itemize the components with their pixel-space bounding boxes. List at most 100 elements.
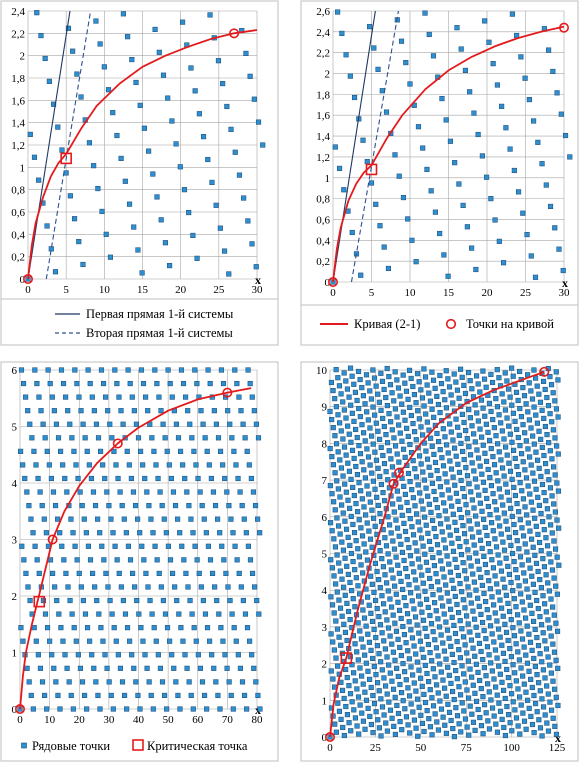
- y-tick-label: 1: [325, 173, 331, 185]
- lattice-point: [376, 399, 382, 405]
- lattice-point: [90, 489, 97, 495]
- lattice-point: [87, 638, 93, 644]
- lattice-point: [56, 611, 62, 617]
- lattice-point: [90, 570, 96, 576]
- lattice-point: [353, 463, 359, 470]
- lattice-point: [469, 386, 475, 392]
- lattice-point: [434, 430, 440, 437]
- lattice-point: [403, 565, 409, 572]
- lattice-point: [161, 516, 167, 522]
- lattice-point: [453, 490, 459, 496]
- lattice-point: [442, 722, 448, 728]
- lattice-point: [515, 723, 521, 729]
- lattice-point: [493, 470, 499, 476]
- lattice-point: [353, 538, 359, 544]
- lattice-point: [528, 253, 534, 259]
- lattice-point: [469, 674, 475, 680]
- curve-point: [222, 387, 233, 398]
- lattice-point: [394, 665, 400, 671]
- lattice-point: [82, 611, 89, 617]
- lattice-point: [409, 561, 415, 567]
- lattice-point: [340, 724, 346, 731]
- lattice-point: [119, 679, 126, 685]
- lattice-point: [535, 139, 541, 145]
- lattice-point: [168, 475, 174, 482]
- lattice-point: [352, 567, 358, 573]
- dashed-line: [350, 10, 399, 283]
- lattice-point: [402, 669, 408, 675]
- lattice-point: [237, 665, 243, 671]
- lattice-point: [144, 665, 150, 671]
- lattice-point: [352, 678, 358, 684]
- lattice-point: [403, 714, 410, 720]
- lattice-point: [446, 598, 452, 604]
- lattice-point: [105, 408, 111, 414]
- x-tick-label: 75: [461, 742, 473, 754]
- lattice-point: [556, 525, 562, 531]
- lattice-point: [548, 382, 555, 388]
- lattice-point: [519, 525, 525, 531]
- lattice-point: [350, 484, 356, 491]
- lattice-point: [453, 667, 459, 674]
- lattice-point: [18, 625, 24, 631]
- lattice-point: [398, 690, 405, 696]
- lattice-point: [74, 380, 80, 387]
- lattice-point: [349, 587, 355, 594]
- lattice-point: [34, 380, 40, 387]
- lattice-point: [144, 489, 150, 495]
- lattice-point: [237, 489, 243, 495]
- lattice-point: [531, 118, 537, 124]
- lattice-point: [26, 679, 32, 685]
- lattice-point: [253, 679, 259, 685]
- lattice-point: [124, 625, 131, 631]
- lattice-point: [536, 680, 542, 686]
- lattice-point: [362, 726, 368, 732]
- lattice-point: [68, 516, 74, 522]
- lattice-point: [235, 475, 241, 482]
- lattice-point: [461, 671, 467, 677]
- lattice-point: [534, 634, 540, 641]
- lattice-point: [61, 557, 67, 563]
- lattice-point: [215, 435, 222, 441]
- lattice-point: [382, 609, 388, 615]
- lattice-point: [436, 438, 442, 445]
- lattice-point: [330, 425, 336, 431]
- lattice-point: [391, 723, 397, 729]
- lattice-point: [70, 530, 76, 536]
- lattice-point: [427, 724, 433, 730]
- lattice-point: [487, 437, 493, 444]
- lattice-point: [341, 407, 347, 413]
- lattice-point: [449, 577, 455, 583]
- lattice-point: [381, 461, 388, 467]
- lattice-point: [460, 523, 466, 529]
- lattice-point: [414, 622, 420, 628]
- lattice-point: [78, 408, 84, 414]
- lattice-point: [465, 621, 471, 627]
- lattice-point: [135, 692, 141, 699]
- lattice-point: [471, 579, 477, 585]
- lattice-point: [503, 444, 509, 450]
- lattice-point: [378, 370, 384, 376]
- lattice-point: [364, 409, 370, 415]
- lattice-point: [412, 466, 418, 472]
- lattice-point: [480, 368, 486, 374]
- lattice-point: [337, 568, 343, 574]
- lattice-point: [360, 644, 366, 650]
- lattice-point: [443, 405, 449, 411]
- lattice-point: [104, 665, 110, 671]
- lattice-point: [475, 669, 481, 675]
- lattice-point: [549, 530, 555, 536]
- lattice-point: [247, 73, 253, 79]
- lattice-point: [354, 434, 360, 441]
- lattice-point: [462, 716, 469, 722]
- lattice-point: [399, 549, 406, 555]
- lattice-point: [517, 405, 523, 412]
- lattice-point: [149, 611, 155, 617]
- lattice-point: [347, 505, 353, 511]
- lattice-point: [500, 502, 506, 508]
- lattice-point: [126, 462, 132, 468]
- lattice-point: [426, 390, 432, 396]
- lattice-point: [239, 503, 245, 509]
- lattice-point: [387, 596, 393, 602]
- lattice-point: [491, 425, 497, 431]
